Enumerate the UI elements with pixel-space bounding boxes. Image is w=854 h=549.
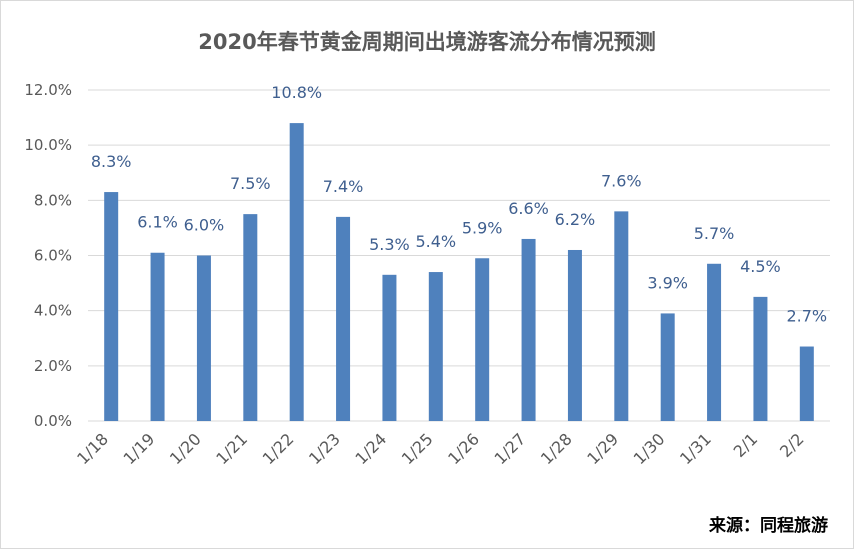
data-label: 10.8% bbox=[271, 83, 322, 102]
x-tick-label: 1/22 bbox=[259, 429, 298, 468]
x-tick-label: 1/31 bbox=[676, 429, 715, 468]
data-label: 5.9% bbox=[462, 218, 503, 237]
bar bbox=[799, 346, 814, 421]
bar bbox=[428, 272, 443, 421]
x-tick-label: 1/24 bbox=[351, 429, 390, 468]
bar bbox=[753, 296, 768, 421]
y-tick-label: 10.0% bbox=[24, 136, 72, 154]
bar bbox=[660, 313, 675, 421]
source-note: 来源：同程旅游 bbox=[709, 516, 828, 536]
x-tick-label: 1/26 bbox=[444, 429, 483, 468]
x-tick-label: 1/25 bbox=[398, 429, 437, 468]
bar bbox=[289, 123, 304, 421]
x-tick-label: 1/28 bbox=[537, 429, 576, 468]
y-tick-label: 2.0% bbox=[34, 357, 72, 375]
data-label: 7.6% bbox=[601, 171, 642, 190]
x-tick-label: 1/23 bbox=[305, 429, 344, 468]
data-label: 5.3% bbox=[369, 235, 410, 254]
x-tick-label: 2/1 bbox=[730, 429, 762, 461]
bar bbox=[336, 216, 351, 421]
bar bbox=[475, 258, 490, 421]
x-tick-label: 1/21 bbox=[212, 429, 251, 468]
data-label: 7.5% bbox=[230, 174, 271, 193]
bar bbox=[521, 238, 536, 421]
data-label: 6.0% bbox=[184, 216, 225, 235]
bar bbox=[567, 249, 582, 421]
data-label: 5.4% bbox=[415, 232, 456, 251]
bar bbox=[150, 252, 165, 421]
data-label: 3.9% bbox=[647, 273, 688, 292]
bar bbox=[243, 214, 258, 421]
data-label: 8.3% bbox=[91, 152, 132, 171]
y-tick-label: 0.0% bbox=[34, 412, 72, 430]
x-tick-label: 1/29 bbox=[583, 429, 622, 468]
y-tick-label: 6.0% bbox=[34, 247, 72, 265]
x-tick-label: 1/30 bbox=[630, 429, 669, 468]
data-label: 6.6% bbox=[508, 199, 549, 218]
data-label: 7.4% bbox=[323, 177, 364, 196]
data-label: 6.2% bbox=[555, 210, 596, 229]
x-tick-label: 1/19 bbox=[120, 429, 159, 468]
x-tick-label: 1/18 bbox=[73, 429, 112, 468]
bar bbox=[707, 263, 722, 421]
x-tick-label: 1/27 bbox=[491, 429, 530, 468]
y-tick-label: 4.0% bbox=[34, 302, 72, 320]
y-tick-label: 8.0% bbox=[34, 191, 72, 209]
chart-title: 2020年春节黄金周期间出境游客流分布情况预测 bbox=[198, 30, 656, 54]
x-tick-label: 2/2 bbox=[776, 429, 808, 461]
data-label: 5.7% bbox=[694, 224, 735, 243]
bar bbox=[104, 192, 119, 421]
data-label: 6.1% bbox=[137, 213, 178, 232]
bar bbox=[382, 274, 397, 421]
x-tick-label: 1/20 bbox=[166, 429, 205, 468]
y-tick-label: 12.0% bbox=[24, 81, 72, 99]
bar bbox=[196, 255, 211, 421]
data-label: 4.5% bbox=[740, 257, 781, 276]
data-label: 2.7% bbox=[786, 307, 827, 326]
bar bbox=[614, 211, 629, 421]
